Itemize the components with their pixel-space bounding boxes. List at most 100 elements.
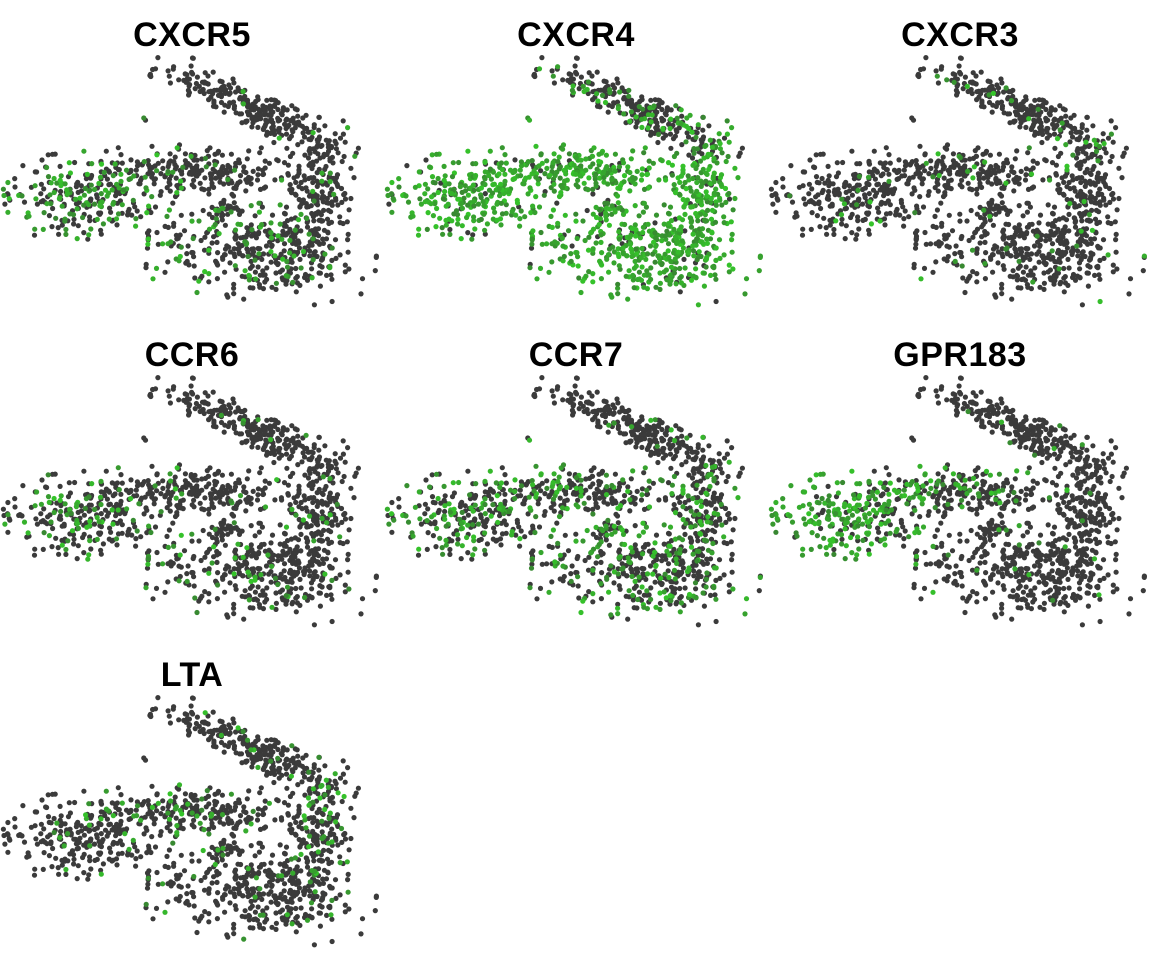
cell-point <box>255 486 261 492</box>
cell-point <box>933 224 939 230</box>
cell-point <box>74 236 80 242</box>
cell-point <box>302 497 308 503</box>
cell-point <box>154 488 160 494</box>
cell-point <box>706 166 712 172</box>
cell-point <box>680 196 686 203</box>
cell-point <box>131 173 137 179</box>
cell-point <box>304 277 311 283</box>
cell-point <box>482 159 488 165</box>
cell-point <box>605 181 611 187</box>
cell-point <box>189 218 195 224</box>
cell-point <box>1041 270 1047 276</box>
cell-point <box>1037 243 1043 249</box>
cell-point <box>999 105 1005 112</box>
cell-point <box>40 546 46 552</box>
cell-point <box>729 237 735 243</box>
cell-point <box>510 169 516 176</box>
cell-point <box>549 259 555 265</box>
cell-point <box>1073 129 1079 135</box>
cell-point <box>871 148 877 154</box>
cell-point <box>155 160 161 166</box>
cell-point <box>988 256 994 262</box>
cell-point <box>186 92 192 98</box>
cell-point <box>668 258 674 265</box>
cell-point <box>584 207 590 214</box>
cell-point <box>757 254 763 260</box>
cell-point <box>167 400 173 406</box>
cell-point <box>351 175 357 181</box>
cell-point <box>1015 285 1021 291</box>
cell-point <box>934 179 940 185</box>
cell-point <box>513 212 519 218</box>
cell-point <box>75 543 81 549</box>
cell-point <box>340 438 346 444</box>
cell-point <box>237 94 243 101</box>
cell-point <box>227 410 233 416</box>
cell-point <box>456 159 462 166</box>
cell-point <box>106 216 112 222</box>
cell-point <box>517 216 523 222</box>
cell-point <box>280 228 286 234</box>
cell-point <box>678 280 684 286</box>
cell-point <box>298 211 304 217</box>
cell-point <box>227 100 233 106</box>
cell-point <box>455 196 461 202</box>
cell-point <box>211 184 217 190</box>
cell-point <box>202 234 208 240</box>
cell-point <box>769 192 775 199</box>
cell-point <box>215 92 222 98</box>
cell-point <box>726 190 732 197</box>
cell-point <box>1140 268 1146 274</box>
cell-point <box>209 214 216 221</box>
cell-point <box>201 79 208 85</box>
cell-point <box>880 186 886 192</box>
cell-point <box>268 220 274 226</box>
cell-point <box>277 445 283 452</box>
cell-point <box>287 182 293 188</box>
cell-point <box>345 237 351 243</box>
cell-point <box>812 201 818 207</box>
cell-point <box>230 513 237 519</box>
cell-point <box>825 177 831 183</box>
cell-point <box>72 479 78 486</box>
cell-point <box>1055 153 1061 160</box>
cell-point <box>275 100 281 106</box>
cell-point <box>230 76 236 82</box>
cell-point <box>306 482 312 488</box>
cell-point <box>668 278 674 284</box>
cell-point <box>964 278 970 284</box>
cell-point <box>1049 210 1056 216</box>
cell-point <box>925 192 931 198</box>
cell-point <box>854 202 860 208</box>
cell-point <box>300 248 307 255</box>
cell-point <box>598 276 604 282</box>
cell-point <box>990 269 996 275</box>
cell-point <box>1047 233 1053 239</box>
cell-point <box>220 164 226 170</box>
cell-point <box>329 298 335 305</box>
cell-point <box>256 529 262 535</box>
cell-point <box>944 77 950 83</box>
cell-point <box>732 195 738 202</box>
cell-point <box>56 516 63 522</box>
cell-point <box>1075 253 1081 259</box>
cell-point <box>126 176 132 182</box>
cell-point <box>283 445 289 452</box>
cell-point <box>974 279 980 285</box>
cell-point <box>206 247 212 253</box>
cell-point <box>1011 169 1017 176</box>
cell-point <box>890 188 897 195</box>
cell-point <box>616 263 622 269</box>
cell-point <box>1061 289 1067 295</box>
cell-point <box>660 125 666 132</box>
cell-point <box>512 157 518 163</box>
cell-point <box>1110 196 1117 202</box>
cell-point <box>1022 255 1028 261</box>
cell-point <box>78 508 85 514</box>
cell-point <box>953 243 959 249</box>
cell-point <box>1097 245 1103 251</box>
cell-point <box>181 228 188 234</box>
cell-point <box>1107 158 1113 165</box>
cell-point <box>599 92 606 98</box>
cell-point <box>685 134 692 140</box>
